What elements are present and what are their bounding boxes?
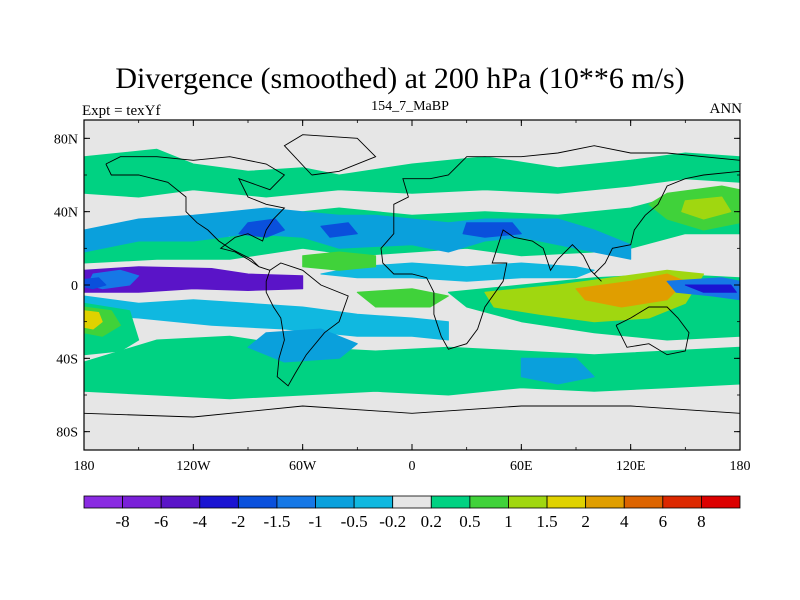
colorbar-label-10: 1	[504, 512, 513, 531]
colorbar-box-7	[353, 495, 394, 509]
coastline-1	[283, 134, 377, 176]
x-tick-label-4: 60E	[510, 459, 533, 474]
colorbar: -8 -6 -4 -2 -1.5 -1 -0.5 -0.2 0.2 0.5 1 1.5 2 4 6 8	[83, 495, 741, 531]
colorbar-box-2	[160, 495, 201, 509]
colorbar-label-13: 4	[620, 512, 629, 531]
x-tick-label-3: 0	[409, 459, 416, 474]
colorbar-box-14	[623, 495, 664, 509]
y-tick-label-1: 40N	[54, 206, 78, 221]
field-region-0	[84, 266, 304, 293]
field-region-12	[462, 222, 522, 238]
colorbar-label-14: 6	[659, 512, 668, 531]
colorbar-box-4	[237, 495, 278, 509]
y-tick-label-3: 40S	[56, 352, 78, 367]
x-tick-label-5: 120E	[616, 459, 646, 474]
colorbar-box-6	[315, 495, 355, 509]
colorbar-box-10	[469, 495, 509, 509]
colorbar-box-9	[430, 495, 471, 509]
colorbar-box-5	[276, 495, 316, 509]
x-tick-label-0: 180	[74, 459, 95, 474]
field-region-11	[320, 222, 358, 238]
field-region-2	[84, 277, 107, 290]
y-tick-label-4: 80S	[56, 426, 78, 441]
colorbar-label-8: 0.2	[421, 512, 442, 531]
field-region-23	[520, 357, 595, 385]
field-region-6	[84, 310, 103, 330]
field-region-22	[247, 328, 358, 363]
colorbar-label-0: -8	[116, 512, 130, 531]
field-region-10	[238, 218, 285, 238]
colorbar-box-12	[546, 495, 587, 509]
x-tick-label-6: 180	[730, 459, 751, 474]
colorbar-label-11: 1.5	[536, 512, 557, 531]
colorbar-label-4: -1.5	[263, 512, 290, 531]
x-tick-label-1: 120W	[176, 459, 211, 474]
field-region-15	[681, 196, 732, 220]
field-region-24	[302, 251, 377, 271]
colorbar-box-11	[508, 495, 548, 509]
colorbar-label-12: 2	[581, 512, 590, 531]
x-axis: 180 120W 60W 0 60E 120E 180	[74, 120, 751, 474]
field-region-21	[320, 262, 595, 282]
y-axis: 80N 40N 0 40S 80S	[54, 132, 740, 441]
colorbar-label-1: -6	[154, 512, 168, 531]
colorbar-box-1	[122, 495, 162, 509]
coastlines	[84, 134, 740, 418]
colorbar-box-13	[585, 495, 625, 509]
colorbar-box-0	[83, 495, 123, 509]
colorbar-label-2: -4	[193, 512, 208, 531]
y-tick-label-0: 80N	[54, 132, 78, 147]
x-tick-label-2: 60W	[289, 459, 317, 474]
case-label: 154_7_MaBP	[371, 99, 449, 114]
colorbar-label-9: 0.5	[459, 512, 480, 531]
colorbar-label-6: -0.5	[341, 512, 368, 531]
field-region-13	[84, 148, 740, 198]
colorbar-box-16	[701, 495, 741, 509]
colorbar-box-8	[392, 495, 432, 509]
chart-title: Divergence (smoothed) at 200 hPa (10**6 …	[115, 62, 685, 95]
coastline-3	[615, 306, 690, 356]
contour-fields	[84, 148, 740, 400]
colorbar-label-15: 8	[697, 512, 706, 531]
colorbar-label-5: -1	[308, 512, 322, 531]
field-region-20	[684, 284, 737, 293]
field-region-7	[84, 335, 740, 400]
coastline-2	[380, 145, 740, 350]
field-region-3	[84, 295, 449, 341]
colorbar-label-7: -0.2	[379, 512, 406, 531]
colorbar-box-3	[199, 495, 239, 509]
coastline-4	[84, 405, 740, 418]
coastline-0	[105, 156, 349, 387]
field-region-25	[356, 288, 449, 308]
colorbar-label-3: -2	[231, 512, 245, 531]
y-tick-label-2: 0	[71, 279, 78, 294]
colorbar-box-15	[662, 495, 702, 509]
season-label: ANN	[709, 101, 743, 117]
experiment-label: Expt = texYf	[82, 103, 161, 119]
